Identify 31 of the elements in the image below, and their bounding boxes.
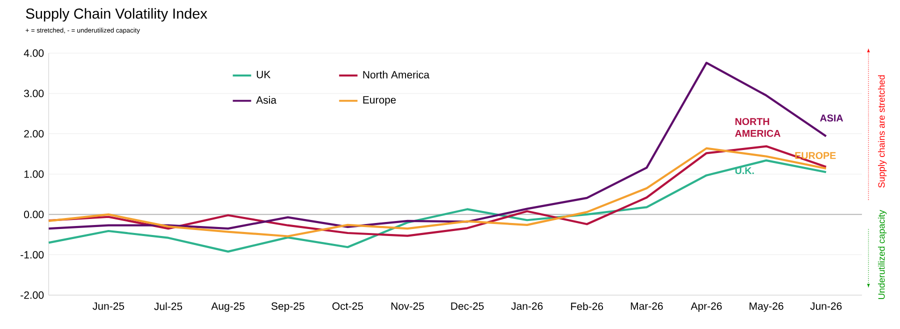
text: Underutilized capacity — [878, 210, 887, 300]
annotation: ASIA — [820, 114, 844, 122]
x-tick-label: Jun-26 — [810, 302, 842, 310]
x-tick-label: May-26 — [750, 302, 784, 312]
legend-label: Europe — [363, 96, 396, 106]
legend-label: Asia — [256, 96, 276, 104]
y-tick-label: -2.00 — [20, 292, 44, 300]
legend-label: North America — [363, 70, 430, 79]
y-tick-label: -1.00 — [20, 251, 44, 259]
y-tick-label: 3.00 — [24, 90, 44, 98]
chart-title: Supply Chain Volatility Index — [26, 8, 208, 22]
x-tick-label: Nov-25 — [391, 302, 424, 310]
x-tick-label: Sep-25 — [271, 302, 304, 312]
annotation: NORTH AMERICA — [735, 118, 780, 138]
legend-label: UK — [256, 71, 271, 78]
y-tick-label: 0.00 — [24, 210, 44, 218]
x-tick-label: Feb-26 — [571, 302, 604, 310]
text: Supply chains are stretched — [878, 76, 887, 188]
y-tick-label: 4.00 — [24, 50, 44, 58]
x-tick-label: Jul-25 — [154, 302, 182, 310]
annotation: EUROPE — [795, 152, 836, 160]
x-tick-label: Apr-26 — [690, 302, 722, 312]
x-tick-label: Dec-25 — [451, 302, 484, 310]
x-tick-label: Oct-25 — [332, 302, 363, 310]
y-tick-label: 1.00 — [24, 170, 44, 178]
line-series — [48, 160, 828, 253]
x-tick-label: Mar-26 — [630, 302, 663, 310]
x-tick-label: Jun-25 — [92, 302, 124, 310]
x-tick-label: Jan-26 — [511, 302, 543, 310]
x-tick-label: Aug-25 — [211, 302, 245, 312]
y-tick-label: 2.00 — [24, 130, 44, 138]
